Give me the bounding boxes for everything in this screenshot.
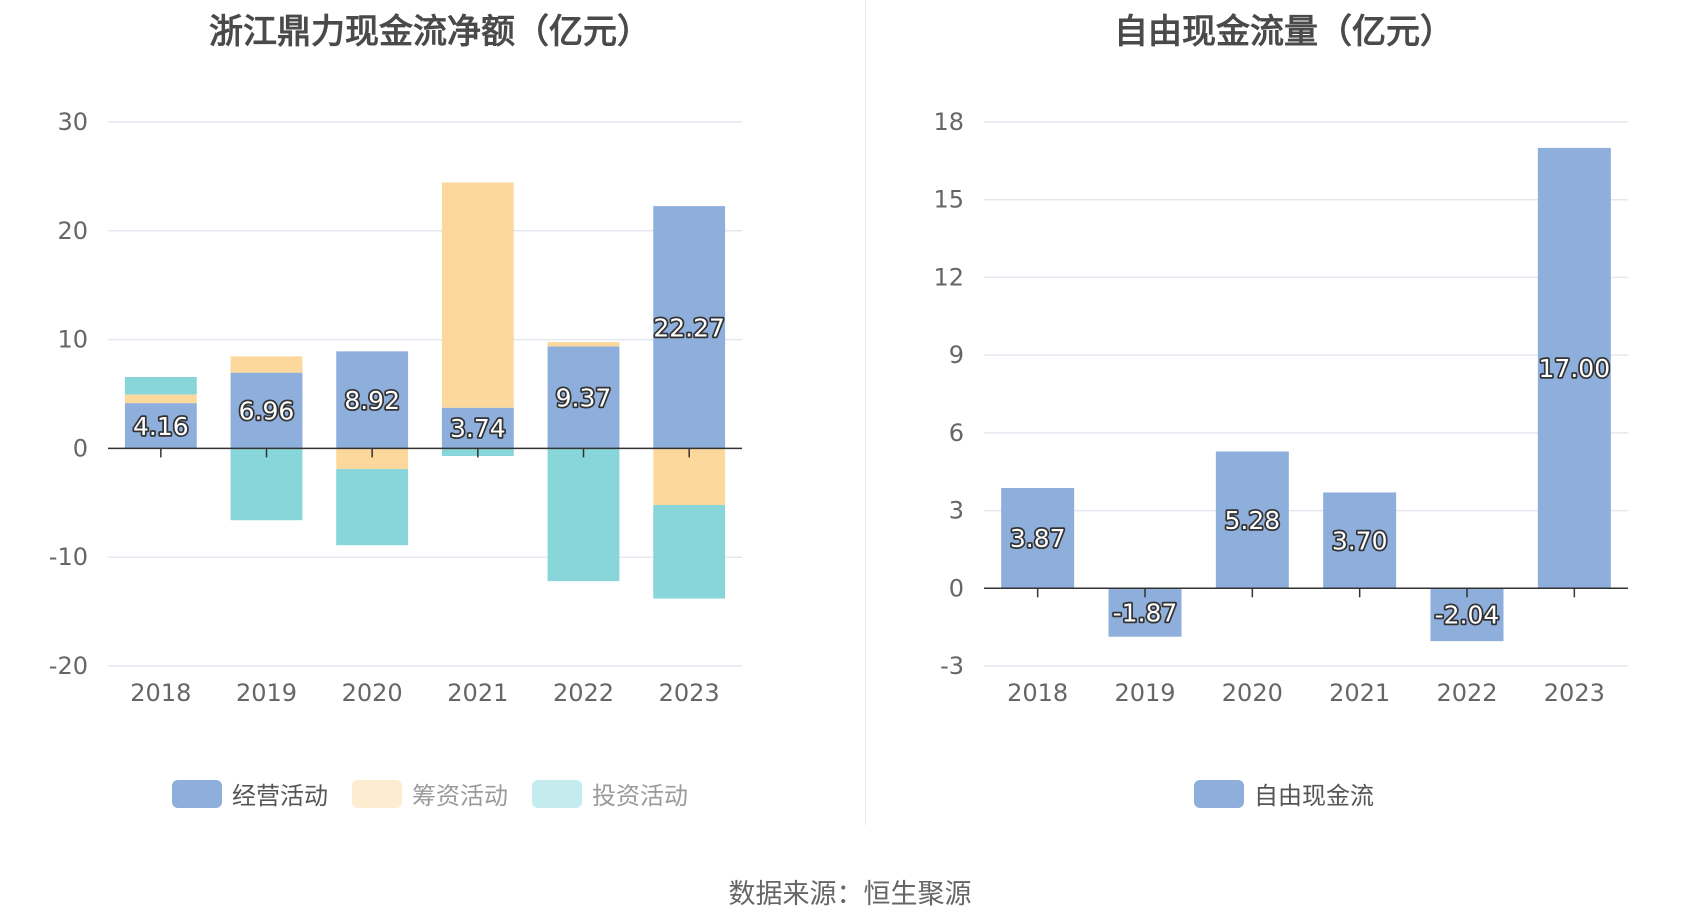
bar-筹资活动-2023 bbox=[653, 448, 726, 505]
y-tick-label: 10 bbox=[57, 326, 88, 354]
x-tick-label: 2018 bbox=[1007, 679, 1068, 707]
y-tick-label: 6 bbox=[949, 419, 964, 447]
x-tick-label: 2020 bbox=[1222, 679, 1283, 707]
bar-筹资活动-2019 bbox=[230, 356, 303, 373]
data-label: 3.74 bbox=[450, 414, 506, 443]
x-tick-label: 2021 bbox=[1329, 679, 1390, 707]
bar-筹资活动-2020 bbox=[336, 448, 409, 470]
data-label: 17.00 bbox=[1539, 354, 1611, 383]
x-tick-label: 2020 bbox=[342, 679, 403, 707]
y-tick-label: 0 bbox=[73, 434, 88, 462]
bar-投资活动-2022 bbox=[547, 448, 620, 582]
bar-筹资活动-2022 bbox=[547, 342, 620, 347]
bar-投资活动-2018 bbox=[124, 377, 197, 395]
free-cashflow-chart-panel: 自由现金流量（亿元） 18 15 12 9 6 3 0 -3 2018 2019 2020 2021 2… bbox=[868, 0, 1700, 918]
y-tick-label: 20 bbox=[57, 217, 88, 245]
cashflow-net-chart: 30 20 10 0 -10 -20 2018 2019 2020 2021 2022 2023 4.1… bbox=[49, 108, 742, 707]
legend-swatch-investing bbox=[532, 779, 582, 808]
y-tick-label: 18 bbox=[933, 108, 964, 136]
legend-label-operating: 经营活动 bbox=[232, 782, 328, 810]
bar-经营活动-2019 bbox=[230, 372, 303, 449]
legend-item-free-cashflow[interactable]: 自由现金流 bbox=[1194, 776, 1374, 811]
x-tick-label: 2021 bbox=[447, 679, 508, 707]
legend-label-free-cashflow: 自由现金流 bbox=[1254, 782, 1374, 810]
data-label: 9.37 bbox=[556, 383, 612, 412]
bar-自由现金流-2021 bbox=[1323, 492, 1397, 589]
bar-经营活动-2020 bbox=[336, 351, 409, 449]
bar-投资活动-2023 bbox=[653, 504, 726, 599]
legend-swatch-financing bbox=[352, 779, 402, 808]
x-tick-label: 2022 bbox=[1436, 679, 1497, 707]
data-label: -2.04 bbox=[1435, 601, 1500, 630]
legend-label-investing: 投资活动 bbox=[592, 782, 688, 810]
legend-free-cashflow: 自由现金流 bbox=[868, 776, 1700, 811]
x-tick-label: 2019 bbox=[1114, 679, 1175, 707]
x-tick-label: 2023 bbox=[1544, 679, 1605, 707]
bar-经营活动-2018 bbox=[124, 403, 197, 449]
data-label: 5.28 bbox=[1224, 506, 1280, 535]
x-tick-label: 2023 bbox=[659, 679, 720, 707]
bar-筹资活动-2018 bbox=[124, 394, 197, 404]
bar-筹资活动-2021 bbox=[441, 182, 514, 408]
data-label: 3.87 bbox=[1010, 524, 1066, 553]
bar-经营活动-2021 bbox=[441, 407, 514, 449]
legend-item-investing[interactable]: 投资活动 bbox=[532, 776, 688, 811]
y-tick-label: 30 bbox=[57, 108, 88, 136]
data-label: 3.70 bbox=[1332, 526, 1388, 555]
x-tick-label: 2018 bbox=[130, 679, 191, 707]
data-label: 4.16 bbox=[133, 412, 189, 441]
bar-自由现金流-2018 bbox=[1001, 488, 1075, 589]
bar-自由现金流-2023 bbox=[1537, 147, 1611, 589]
legend-label-financing: 筹资活动 bbox=[412, 782, 508, 810]
cashflow-net-chart-panel: 浙江鼎力现金流净额（亿元） 30 20 10 0 -10 -20 2018 2019 2020 2… bbox=[0, 12, 860, 811]
y-tick-label: -10 bbox=[49, 543, 88, 571]
y-tick-label: 9 bbox=[949, 341, 964, 369]
legend-item-operating[interactable]: 经营活动 bbox=[172, 776, 328, 811]
y-tick-label: -20 bbox=[49, 652, 88, 680]
data-label: 22.27 bbox=[653, 313, 725, 342]
bar-投资活动-2020 bbox=[336, 469, 409, 546]
y-tick-label: 3 bbox=[949, 497, 964, 525]
bar-自由现金流-2020 bbox=[1215, 451, 1289, 589]
data-label: 6.96 bbox=[239, 397, 295, 426]
free-cashflow-chart: 18 15 12 9 6 3 0 -3 2018 2019 2020 2021 2022 2023 3.87… bbox=[933, 108, 1628, 707]
x-tick-label: 2022 bbox=[553, 679, 614, 707]
chart-title-cashflow: 浙江鼎力现金流净额（亿元） bbox=[209, 12, 651, 52]
bar-投资活动-2019 bbox=[230, 448, 303, 521]
bar-经营活动-2022 bbox=[547, 346, 620, 449]
x-tick-label: 2019 bbox=[236, 679, 297, 707]
data-source: 数据来源：恒生聚源 bbox=[728, 879, 972, 910]
legend-item-financing[interactable]: 筹资活动 bbox=[352, 776, 508, 811]
panel-divider bbox=[865, 0, 866, 825]
y-tick-label: 12 bbox=[933, 263, 964, 291]
y-tick-label: 0 bbox=[949, 574, 964, 602]
bar-经营活动-2023 bbox=[653, 206, 726, 449]
legend-swatch-operating bbox=[172, 779, 222, 808]
data-label: -1.87 bbox=[1113, 599, 1178, 628]
data-label: 8.92 bbox=[344, 386, 400, 415]
chart-title-free-cashflow: 自由现金流量（亿元） bbox=[1114, 12, 1454, 52]
y-tick-label: -3 bbox=[940, 652, 964, 680]
legend-swatch-free-cashflow bbox=[1194, 779, 1244, 808]
legend-cashflow: 经营活动 筹资活动 投资活动 bbox=[0, 776, 860, 811]
y-tick-label: 15 bbox=[933, 186, 964, 214]
